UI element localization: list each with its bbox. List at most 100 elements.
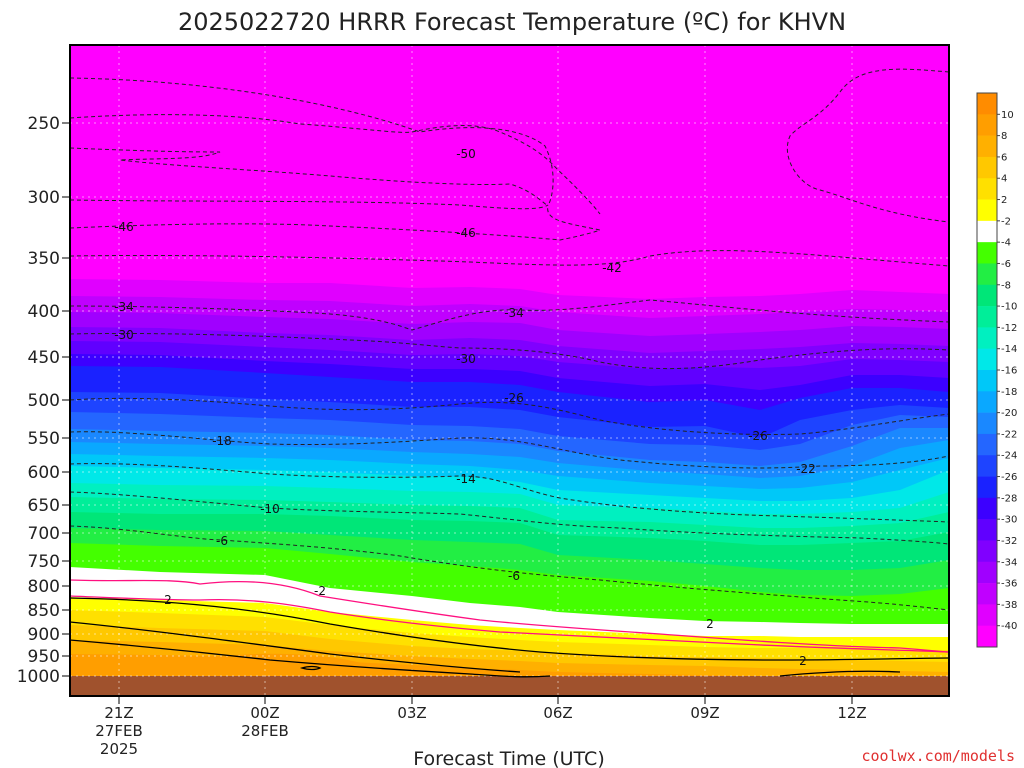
colorbar-label: -18	[1001, 387, 1017, 398]
colorbar-swatch	[977, 476, 997, 499]
colorbar-label: -20	[1001, 408, 1017, 419]
colorbar-swatch	[977, 178, 997, 200]
contour-label: -10	[260, 502, 280, 516]
colorbar-swatch	[977, 370, 997, 392]
y-tick-950: 950	[28, 647, 60, 667]
contour-label: -50	[456, 147, 476, 161]
credit-text: coolwx.com/models	[861, 747, 1015, 765]
colorbar-label: -6	[1001, 259, 1011, 270]
contour-label: -22	[796, 462, 816, 476]
contour-line-dashed	[70, 397, 949, 435]
colorbar-swatch	[977, 604, 997, 626]
contour-label: -46	[114, 220, 134, 234]
colorbar-label: 2	[1001, 195, 1007, 206]
contour-label: -6	[508, 569, 520, 583]
x-tick-date: 27FEB	[95, 722, 142, 740]
colorbar-swatch	[977, 263, 997, 286]
y-tick-850: 850	[28, 601, 60, 621]
colorbar-swatch	[977, 156, 997, 179]
contour-line-dashed	[70, 463, 949, 523]
contour-line-solid	[70, 639, 551, 678]
contour-line-zero	[70, 595, 949, 653]
temperature-bands	[70, 279, 949, 696]
colorbar-swatch	[977, 242, 997, 264]
colorbar-swatch	[977, 114, 997, 136]
colorbar-swatch	[977, 497, 997, 520]
contour-line-dashed	[70, 250, 949, 267]
y-tick-650: 650	[28, 496, 60, 516]
colorbar-label: -16	[1001, 366, 1017, 377]
y-tick-350: 350	[28, 249, 60, 269]
colorbar-swatch	[977, 220, 997, 243]
colorbar-label: 8	[1001, 131, 1007, 142]
contour-line-solid	[70, 597, 949, 661]
colorbar-label: -24	[1001, 451, 1017, 462]
colorbar-label: -10	[1001, 302, 1017, 313]
contour-line-dashed	[70, 114, 601, 215]
colorbar-swatch	[977, 455, 997, 477]
colorbar-swatch	[977, 412, 997, 435]
colorbar-label: -4	[1001, 238, 1011, 249]
colorbar-swatch	[977, 93, 997, 115]
x-tick-date: 2025	[100, 740, 138, 758]
colorbar-label: 4	[1001, 174, 1007, 185]
contour-label: -34	[114, 300, 134, 314]
contour-label: -14	[456, 472, 476, 486]
colorbar-label: -2	[1001, 216, 1011, 227]
contour-label: -6	[216, 534, 228, 548]
y-tick-550: 550	[28, 429, 60, 449]
contour-line-dashed	[70, 525, 949, 611]
colorbar: 10 8 6 4 2 -2 -4 -6 -8 -10 -12 -14 -16 -18 -20 -22 -24 -2…	[976, 92, 1017, 648]
x-tick-date: 28FEB	[241, 722, 288, 740]
warm-pocket	[150, 653, 390, 676]
x-tick-03Z: 03Z	[397, 704, 426, 722]
contour-label: -34	[504, 306, 524, 320]
y-tick-1000: 1000	[17, 667, 60, 687]
contour-label: 2	[164, 593, 172, 607]
y-tick-800: 800	[28, 577, 60, 597]
contour-label: -26	[504, 391, 524, 405]
x-axis-title: Forecast Time (UTC)	[413, 748, 604, 768]
contour-line-dashed	[70, 77, 554, 206]
contour-line-dashed	[70, 199, 549, 210]
contour-line-dashed	[70, 204, 602, 241]
colorbar-label: 6	[1001, 152, 1007, 163]
colorbar-swatch	[977, 284, 997, 307]
colorbar-label: 10	[1001, 110, 1014, 121]
contour-label: 2	[799, 654, 807, 668]
colorbar-label: -12	[1001, 323, 1017, 334]
colorbar-swatch	[977, 433, 997, 456]
colorbar-swatch	[977, 583, 997, 605]
colorbar-swatch	[977, 391, 997, 413]
colorbar-swatch	[977, 625, 997, 648]
chart-title: 2025022720 HRRR Forecast Temperature (ºC…	[178, 8, 846, 36]
colorbar-label: -32	[1001, 536, 1017, 547]
contour-line-dashed	[70, 431, 949, 469]
contour-label: -30	[114, 328, 134, 342]
y-tick-700: 700	[28, 524, 60, 544]
y-tick-600: 600	[28, 463, 60, 483]
contour-line-solid	[299, 665, 322, 671]
colorbar-swatch	[977, 199, 997, 222]
contour-line-solid	[70, 621, 521, 673]
colorbar-label: -38	[1001, 600, 1017, 611]
colorbar-label: -14	[1001, 344, 1017, 355]
y-tick-400: 400	[28, 302, 60, 322]
contour-lines	[70, 68, 949, 678]
colorbar-swatch	[977, 561, 997, 584]
contour-label: 2	[706, 617, 714, 631]
colorbar-label: -8	[1001, 280, 1011, 291]
contour-line-solid	[779, 670, 901, 677]
contour-line-dashed	[70, 147, 549, 207]
y-tick-250: 250	[28, 114, 60, 134]
colorbar-label: -30	[1001, 515, 1017, 526]
y-tick-750: 750	[28, 552, 60, 572]
y-tick-500: 500	[28, 391, 60, 411]
contour-line-dashed	[786, 68, 949, 223]
colorbar-swatch	[977, 348, 997, 371]
y-tick-900: 900	[28, 625, 60, 645]
contour-label: -46	[456, 226, 476, 240]
